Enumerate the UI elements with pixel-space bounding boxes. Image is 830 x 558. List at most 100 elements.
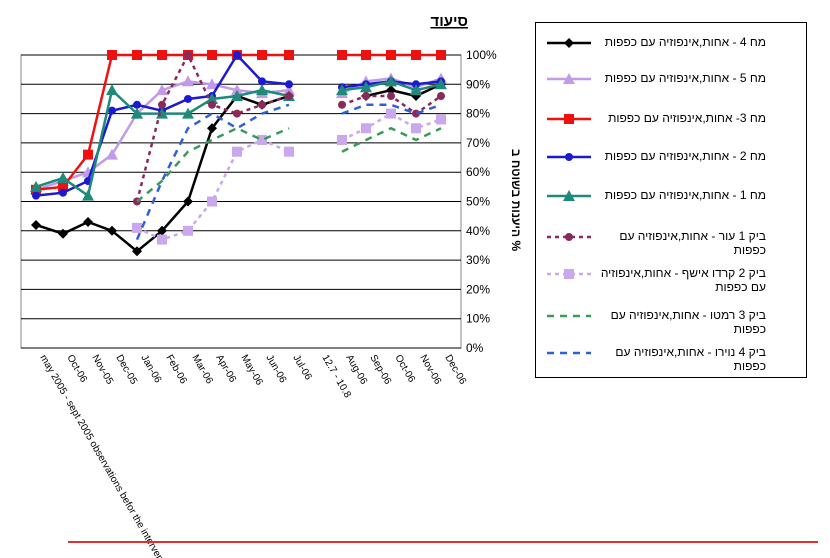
legend-label: ביק 4 נוירו - אחות,אינפוזיה עם כפפות: [615, 345, 766, 373]
data-point: [385, 75, 397, 87]
x-tick-label: Aug-06: [343, 353, 369, 387]
data-point: [32, 191, 40, 200]
data-point: [58, 181, 68, 192]
x-tick-label: Nov-06: [417, 353, 443, 387]
data-point: [337, 134, 347, 145]
series-line: [341, 103, 442, 115]
y-tick-label: 0%: [466, 341, 484, 355]
data-point: [182, 107, 194, 119]
x-tick-label: Jul-06: [290, 353, 313, 382]
data-point: [58, 228, 68, 239]
data-point: [437, 92, 445, 101]
series-9: [135, 103, 442, 241]
y-tick-label: 40%: [466, 224, 490, 238]
series-line: [341, 126, 442, 153]
data-point: [207, 196, 217, 207]
legend-label: מח 5 - אחות,אינפוזיה עם כפפות: [604, 71, 766, 85]
data-point: [231, 90, 243, 102]
legend-swatch: [547, 351, 591, 355]
data-point: [386, 108, 396, 119]
data-point: [435, 78, 447, 90]
data-point: [360, 81, 372, 93]
legend-swatch: [547, 73, 591, 84]
data-point: [285, 92, 293, 101]
data-point: [336, 84, 348, 96]
x-tick-label: Oct-06: [64, 353, 89, 385]
y-tick-label: 60%: [466, 165, 490, 179]
series-line: [341, 112, 442, 142]
legend-item: מח 5 - אחות,אינפוזיה עם כפפות: [536, 71, 806, 101]
data-point: [411, 50, 421, 60]
x-tick-label: Sep-06: [367, 353, 393, 387]
legend-swatch: [547, 153, 591, 161]
data-point: [257, 50, 267, 60]
data-point: [436, 50, 446, 60]
data-point: [258, 77, 266, 86]
data-point: [184, 94, 192, 103]
legend-item: ביק 2 קרדו אישף - אחות,אינפוזיה עם כפפות: [536, 266, 806, 296]
series-line: [135, 103, 290, 241]
data-point: [156, 84, 168, 96]
data-point: [285, 80, 293, 89]
legend-swatch: [547, 190, 591, 201]
x-tick-label: Jun-06: [263, 353, 288, 385]
data-point: [108, 106, 116, 115]
data-point: [83, 217, 93, 228]
data-point: [283, 84, 295, 96]
footer-divider: [68, 541, 818, 543]
data-point: [182, 75, 194, 87]
data-point: [106, 84, 118, 96]
y-tick-label: 100%: [466, 48, 497, 62]
legend-item: מח 4 - אחות,אינפוזיה עם כפפות: [536, 35, 806, 65]
data-point: [410, 84, 422, 96]
data-point: [386, 85, 396, 96]
data-point: [565, 153, 573, 161]
data-point: [361, 123, 371, 134]
series-8: [136, 126, 442, 203]
data-point: [183, 196, 193, 207]
data-point: [133, 100, 141, 109]
y-tick-label: 50%: [466, 195, 490, 209]
data-point: [436, 114, 446, 125]
legend-item: ביק 3 רמטו - אחות,אינפוזיה עם כפפות: [536, 308, 806, 338]
legend-item: מח 1 - אחות,אינפוזיה עם כפפות: [536, 188, 806, 218]
data-point: [232, 146, 242, 157]
data-point: [184, 51, 192, 59]
legend-label: מח 2 - אחות,אינפוזיה עם כפפות: [604, 149, 766, 163]
x-axis-ticks: may 2005 - sept 2005 observations befor …: [37, 353, 468, 558]
data-point: [233, 109, 241, 118]
y-tick-label: 80%: [466, 107, 490, 121]
series-7: [132, 108, 446, 245]
legend: מח 4 - אחות,אינפוזיה עם כפפות מח 5 - אחות…: [535, 22, 807, 378]
data-point: [284, 50, 294, 60]
data-point: [107, 50, 117, 60]
y-tick-label: 30%: [466, 253, 490, 267]
data-point: [208, 100, 216, 109]
data-point: [206, 92, 218, 104]
data-point: [362, 92, 370, 101]
series-line: [136, 126, 290, 203]
legend-swatch: [547, 38, 591, 48]
data-point: [183, 225, 193, 236]
chart-title: סיעוד: [430, 13, 468, 30]
data-point: [231, 84, 243, 96]
y-axis-label: % היענות בשוטח ב: [509, 149, 523, 252]
data-point: [564, 38, 574, 48]
series-layer: [30, 50, 447, 257]
y-tick-label: 10%: [466, 312, 490, 326]
data-point: [386, 50, 396, 60]
data-point: [284, 146, 294, 157]
data-point: [338, 100, 346, 109]
data-point: [30, 180, 42, 192]
data-point: [132, 246, 142, 257]
data-point: [59, 188, 67, 197]
y-tick-label: 20%: [466, 282, 490, 296]
legend-item: מח 2 - אחות,אינפוזיה עם כפפות: [536, 149, 806, 179]
y-tick-label: 90%: [466, 77, 490, 91]
legend-item: מח 3- אחות,אינפוזיה עם כפפות: [536, 111, 806, 141]
legend-item: ביק 4 נוירו - אחות,אינפוזיה עם כפפות: [536, 345, 806, 375]
data-point: [31, 219, 41, 230]
data-point: [207, 50, 217, 60]
data-point: [157, 234, 167, 245]
data-point: [107, 225, 117, 236]
